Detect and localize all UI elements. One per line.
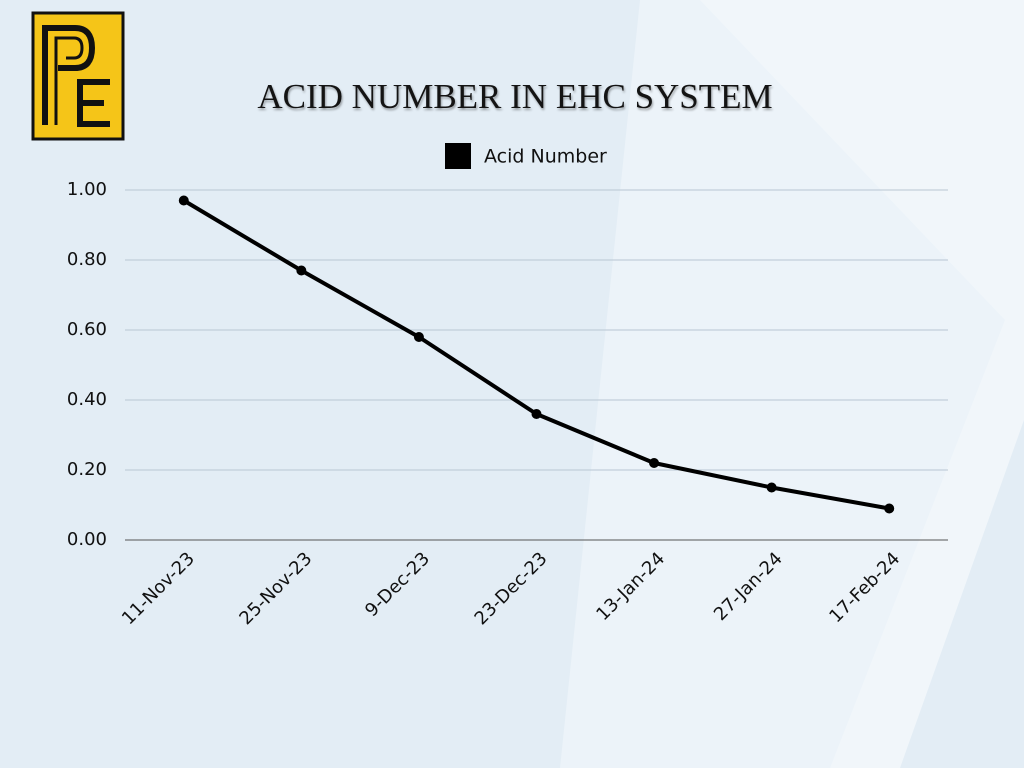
legend: Acid Number	[445, 143, 607, 169]
x-tick-label: 25-Nov-23	[235, 548, 316, 629]
y-tick-label: 1.00	[67, 179, 107, 200]
point	[178, 195, 189, 206]
logo	[31, 11, 125, 141]
point	[296, 265, 307, 276]
y-tick-label: 0.00	[67, 529, 107, 550]
y-tick-label: 0.60	[67, 319, 107, 340]
y-tick-label: 0.80	[67, 249, 107, 270]
x-tick-label: 23-Dec-23	[471, 548, 552, 629]
y-tick-label: 0.20	[67, 459, 107, 480]
point	[413, 332, 424, 342]
point	[531, 409, 542, 419]
chart-title: ACID NUMBER IN EHC SYSTEM	[257, 77, 772, 116]
point	[649, 458, 660, 468]
legend-swatch	[445, 143, 471, 169]
y-tick-label: 0.40	[67, 389, 107, 410]
background-shape	[700, 0, 1024, 768]
point	[884, 503, 895, 514]
x-tick-label: 11-Nov-23	[118, 548, 199, 629]
x-tick-label: 9-Dec-23	[361, 548, 434, 621]
point	[766, 482, 777, 493]
legend-label: Acid Number	[484, 146, 607, 168]
